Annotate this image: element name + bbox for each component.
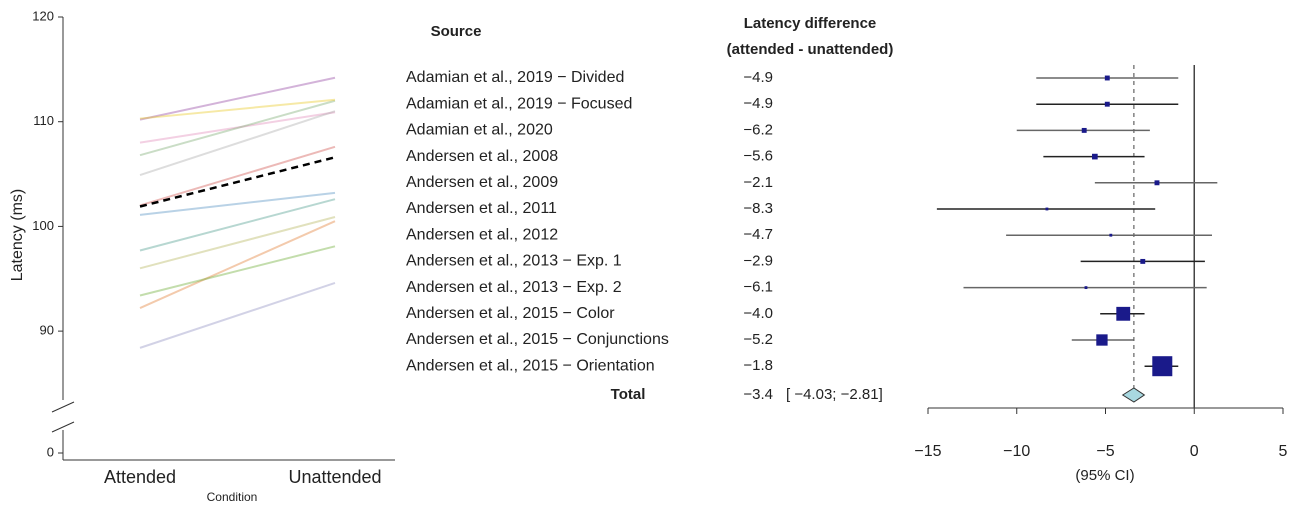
value-label: −4.7 xyxy=(743,226,773,243)
y-tick-label: 100 xyxy=(32,218,54,233)
study-name: Andersen et al., 2015 − Orientation xyxy=(406,357,655,374)
value-label: −5.2 xyxy=(743,331,773,348)
study-name: Andersen et al., 2015 − Conjunctions xyxy=(406,331,669,348)
effect-square xyxy=(1154,180,1160,186)
header: Latency difference xyxy=(744,15,877,32)
study-line xyxy=(139,198,336,252)
y-tick-label: 0 xyxy=(47,444,54,459)
total-ci: [ −4.03; −2.81] xyxy=(786,386,883,403)
study-line xyxy=(139,245,336,297)
effect-square xyxy=(1092,153,1098,160)
x-tick-label: 0 xyxy=(1190,443,1199,460)
effect-square xyxy=(1140,258,1146,264)
study-name: Adamian et al., 2020 xyxy=(406,122,553,139)
total-value: −3.4 xyxy=(743,386,773,403)
effect-square xyxy=(1104,101,1110,107)
y-tick-label: 120 xyxy=(32,8,54,23)
value-label: −4.0 xyxy=(743,305,773,322)
x-tick-label: −5 xyxy=(1096,443,1114,460)
total-diamond xyxy=(1121,387,1146,403)
x-tick-label: 5 xyxy=(1279,443,1288,460)
y-tick-label: 90 xyxy=(40,323,54,338)
value-label: −6.1 xyxy=(743,279,773,296)
header: (attended - unattended) xyxy=(727,41,894,58)
study-name: Andersen et al., 2011 xyxy=(406,200,557,217)
value-label: −1.8 xyxy=(743,357,773,374)
y-axis-label: Latency (ms) xyxy=(9,189,26,281)
study-name: Andersen et al., 2009 xyxy=(406,174,558,191)
study-line xyxy=(139,191,336,216)
study-line xyxy=(139,98,336,120)
value-label: −4.9 xyxy=(743,95,773,112)
x-axis-label: Condition xyxy=(207,490,258,504)
effect-square xyxy=(1152,356,1173,377)
study-line xyxy=(139,216,336,270)
study-line xyxy=(139,111,336,144)
value-label: −6.2 xyxy=(743,121,773,138)
study-name: Andersen et al., 2013 − Exp. 2 xyxy=(406,279,622,296)
value-label: −5.6 xyxy=(743,148,773,165)
header: Source xyxy=(431,23,482,40)
x-tick-label: −10 xyxy=(1003,443,1030,460)
total-label: Total xyxy=(611,386,646,403)
study-name: Adamian et al., 2019 − Divided xyxy=(406,69,624,86)
value-label: −8.3 xyxy=(743,200,773,217)
axis-break xyxy=(51,421,75,433)
study-line xyxy=(139,76,336,121)
study-name: Andersen et al., 2008 xyxy=(406,148,558,165)
effect-square xyxy=(1096,334,1108,346)
x-axis-label: (95% CI) xyxy=(1075,467,1134,484)
effect-square xyxy=(1116,306,1131,321)
study-name: Andersen et al., 2013 − Exp. 1 xyxy=(406,253,622,270)
study-line xyxy=(139,145,336,207)
x-tick-label: Attended xyxy=(104,467,176,487)
effect-square xyxy=(1104,75,1110,81)
mean-line xyxy=(139,156,336,208)
study-line xyxy=(139,110,336,177)
study-line xyxy=(139,99,336,157)
value-label: −2.1 xyxy=(743,174,773,191)
effect-square xyxy=(1081,127,1087,133)
value-label: −2.9 xyxy=(743,252,773,269)
study-name: Adamian et al., 2019 − Focused xyxy=(406,95,632,112)
study-name: Andersen et al., 2015 − Color xyxy=(406,305,615,322)
effect-square xyxy=(1109,233,1113,237)
y-tick-label: 110 xyxy=(33,113,54,128)
x-tick-label: Unattended xyxy=(288,467,381,487)
effect-square xyxy=(1045,207,1049,211)
x-tick-label: −15 xyxy=(914,443,941,460)
study-line xyxy=(139,282,336,349)
value-label: −4.9 xyxy=(743,69,773,86)
study-line xyxy=(139,220,336,309)
study-name: Andersen et al., 2012 xyxy=(406,226,558,243)
axis-break xyxy=(51,401,75,413)
effect-square xyxy=(1084,286,1088,290)
